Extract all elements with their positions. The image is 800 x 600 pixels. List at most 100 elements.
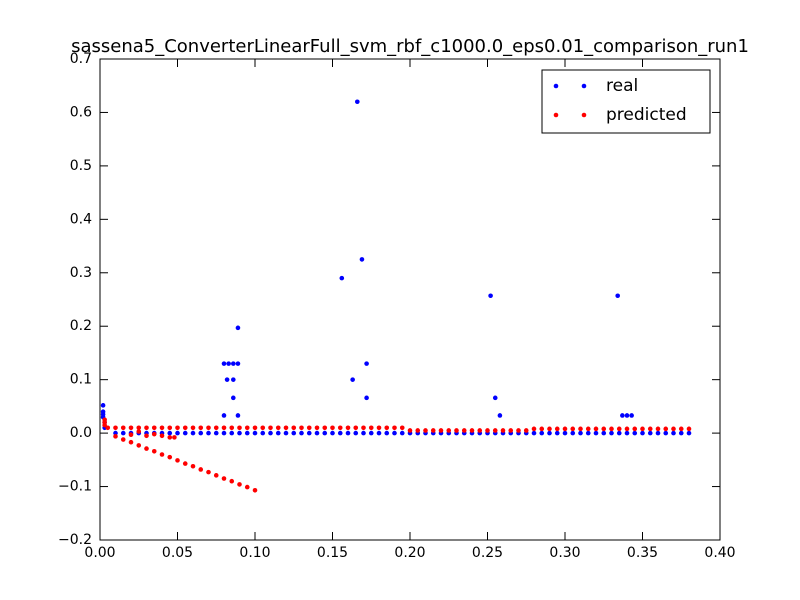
- point: [172, 435, 177, 440]
- point: [175, 458, 180, 463]
- point: [345, 430, 351, 436]
- point: [454, 428, 459, 433]
- point: [314, 425, 320, 431]
- point: [337, 425, 343, 431]
- point: [113, 430, 118, 436]
- point: [221, 430, 227, 436]
- point: [252, 425, 258, 431]
- point: [647, 426, 653, 432]
- point: [624, 426, 630, 432]
- x-tick-label: 0.05: [162, 545, 193, 561]
- point: [609, 426, 614, 432]
- point: [516, 428, 521, 433]
- point: [364, 361, 369, 366]
- point: [554, 430, 560, 436]
- point: [686, 430, 692, 436]
- point: [237, 482, 242, 487]
- point: [430, 428, 436, 433]
- point: [128, 425, 134, 431]
- point: [578, 426, 583, 432]
- point: [102, 422, 107, 428]
- point: [306, 430, 312, 436]
- point: [120, 430, 126, 436]
- point: [632, 430, 638, 436]
- point: [213, 425, 219, 431]
- point: [198, 425, 204, 431]
- point: [339, 275, 345, 281]
- point: [299, 430, 304, 436]
- point: [306, 425, 312, 431]
- point: [539, 426, 545, 432]
- point: [531, 426, 537, 432]
- point: [167, 435, 173, 440]
- point: [198, 467, 204, 472]
- point: [361, 430, 366, 436]
- x-tick-label: 0.20: [394, 545, 425, 561]
- y-tick-label: 0.0: [70, 425, 92, 441]
- point: [144, 425, 149, 431]
- point: [159, 452, 165, 457]
- point: [485, 428, 490, 433]
- point: [446, 428, 452, 433]
- legend-marker: [553, 112, 559, 118]
- point: [244, 425, 250, 431]
- point: [616, 430, 622, 436]
- point: [235, 325, 241, 331]
- point: [182, 430, 188, 436]
- point: [615, 293, 620, 299]
- point: [461, 428, 467, 433]
- point: [508, 428, 514, 433]
- point: [570, 430, 576, 436]
- point: [488, 293, 493, 299]
- point: [136, 443, 142, 448]
- point: [322, 425, 328, 431]
- point: [113, 434, 118, 439]
- point: [226, 361, 231, 366]
- point: [175, 425, 180, 431]
- y-tick-label: 0.5: [70, 158, 92, 174]
- point: [120, 437, 126, 442]
- point: [144, 446, 149, 451]
- x-tick-label: 0.25: [472, 545, 503, 561]
- y-tick-label: 0.2: [70, 318, 92, 334]
- point: [353, 430, 359, 436]
- point: [655, 430, 661, 436]
- point: [330, 430, 335, 436]
- point: [364, 395, 369, 401]
- point: [578, 430, 583, 436]
- point: [175, 430, 180, 436]
- point: [283, 430, 289, 436]
- point: [182, 461, 188, 466]
- point: [415, 428, 421, 433]
- point: [640, 426, 645, 432]
- point: [221, 425, 227, 431]
- point: [128, 432, 134, 438]
- legend-marker: [581, 83, 587, 89]
- point: [102, 417, 107, 423]
- point: [562, 430, 568, 436]
- point: [620, 413, 625, 418]
- point: [601, 430, 607, 436]
- point: [229, 478, 235, 484]
- point: [361, 425, 366, 431]
- point: [237, 430, 242, 436]
- point: [629, 413, 634, 418]
- point: [376, 430, 382, 436]
- point: [283, 425, 289, 431]
- point: [678, 426, 684, 432]
- point: [113, 425, 118, 431]
- x-tick-label: 0.00: [84, 545, 115, 561]
- point: [353, 425, 359, 431]
- point: [322, 430, 328, 436]
- point: [231, 395, 236, 401]
- point: [632, 426, 638, 432]
- point: [678, 430, 684, 436]
- point: [182, 425, 188, 431]
- point: [392, 425, 397, 431]
- point: [159, 433, 165, 439]
- point: [477, 428, 483, 433]
- point: [136, 429, 142, 434]
- point: [492, 428, 498, 433]
- point: [100, 403, 106, 408]
